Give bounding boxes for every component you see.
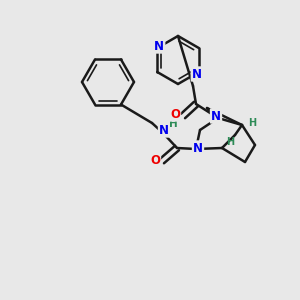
Text: N: N xyxy=(211,110,221,122)
Text: O: O xyxy=(150,154,160,167)
Text: H: H xyxy=(226,137,234,147)
Text: O: O xyxy=(170,107,180,121)
Text: N: N xyxy=(192,68,202,80)
Text: N: N xyxy=(159,124,169,136)
Text: H: H xyxy=(169,119,177,129)
Text: H: H xyxy=(248,118,256,128)
Text: N: N xyxy=(154,40,164,52)
Text: N: N xyxy=(193,142,203,154)
